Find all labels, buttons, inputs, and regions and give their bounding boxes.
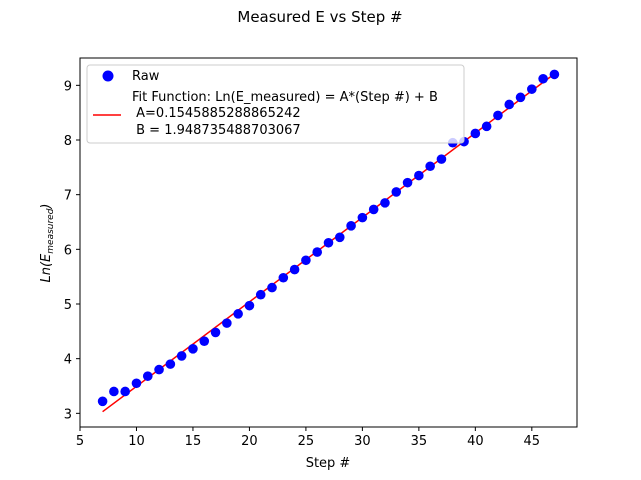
- data-point: [255, 289, 266, 300]
- data-point: [380, 198, 390, 208]
- data-point: [97, 396, 108, 407]
- data-point: [154, 364, 164, 375]
- y-axis-title: Ln(Emeasured): [39, 203, 56, 282]
- data-point: [267, 282, 277, 293]
- x-tick-label: 25: [298, 434, 315, 449]
- plot-area: [79, 57, 578, 428]
- data-point: [210, 327, 221, 338]
- data-point: [131, 378, 142, 389]
- data-point: [425, 161, 435, 172]
- y-tick-label: 5: [64, 298, 72, 313]
- x-tick-label: 15: [185, 434, 202, 449]
- legend-marker-raw: [102, 70, 114, 82]
- legend-label-fit: Fit Function: Ln(E_measured) = A*(Step #…: [132, 90, 438, 105]
- legend-box: [86, 64, 465, 144]
- data-point: [334, 232, 345, 243]
- data-point: [414, 170, 424, 181]
- chart-title: Measured E vs Step #: [237, 8, 402, 26]
- data-point: [244, 300, 255, 311]
- x-axis-title: Step #: [306, 456, 351, 471]
- data-point: [323, 237, 334, 248]
- y-tick-label: 9: [64, 79, 72, 94]
- y-tick-label: 7: [64, 189, 72, 204]
- y-axis-title-sub: measured: [46, 208, 56, 253]
- data-point: [301, 255, 311, 266]
- data-point: [199, 336, 210, 346]
- data-point: [493, 110, 503, 121]
- data-point: [346, 221, 356, 231]
- y-tick-label: 8: [64, 134, 72, 149]
- data-point: [289, 264, 300, 275]
- x-tick-label: 40: [467, 434, 484, 449]
- data-point: [481, 121, 492, 132]
- x-tick-label: 30: [354, 434, 371, 449]
- data-point: [357, 212, 368, 223]
- x-tick-label: 20: [241, 434, 258, 449]
- data-point: [527, 84, 537, 94]
- y-tick-label: 3: [64, 407, 72, 422]
- data-point: [470, 128, 481, 139]
- data-point: [504, 99, 515, 110]
- data-point: [278, 272, 289, 283]
- data-point: [368, 204, 379, 215]
- data-point: [312, 247, 323, 257]
- x-tick-label: 10: [128, 434, 145, 449]
- data-point: [222, 318, 232, 328]
- y-tick-label: 4: [64, 353, 72, 368]
- data-point: [549, 69, 560, 80]
- data-point: [436, 154, 447, 164]
- legend-label-fit-b: B = 1.948735488703067: [132, 123, 301, 138]
- x-tick-label: 5: [76, 434, 84, 449]
- data-point: [109, 386, 119, 397]
- y-axis-title-close: ): [39, 203, 54, 209]
- data-point: [391, 187, 402, 197]
- data-point: [402, 177, 413, 188]
- x-tick-label: 45: [524, 434, 541, 449]
- data-point: [188, 344, 198, 354]
- data-point: [165, 359, 176, 369]
- legend-label-raw: Raw: [132, 69, 160, 84]
- x-axis: 5 10 15 20 25 30 35 40 45: [76, 427, 540, 449]
- y-axis: 3 4 5 6 7 8 9: [64, 79, 80, 422]
- points-layer: [97, 69, 560, 407]
- data-point: [176, 351, 187, 361]
- data-point: [233, 309, 243, 319]
- data-point: [120, 386, 130, 397]
- legend-label-fit-a: A=0.1545885288865242: [132, 106, 301, 121]
- x-tick-label: 35: [411, 434, 428, 449]
- data-point: [515, 92, 526, 103]
- y-tick-label: 6: [64, 243, 72, 258]
- data-point: [142, 371, 153, 381]
- legend: Raw Fit Function: Ln(E_measured) = A*(St…: [86, 64, 465, 144]
- plot-frame: [79, 57, 578, 428]
- data-point: [538, 73, 548, 84]
- y-axis-title-base: Ln(E: [39, 253, 54, 283]
